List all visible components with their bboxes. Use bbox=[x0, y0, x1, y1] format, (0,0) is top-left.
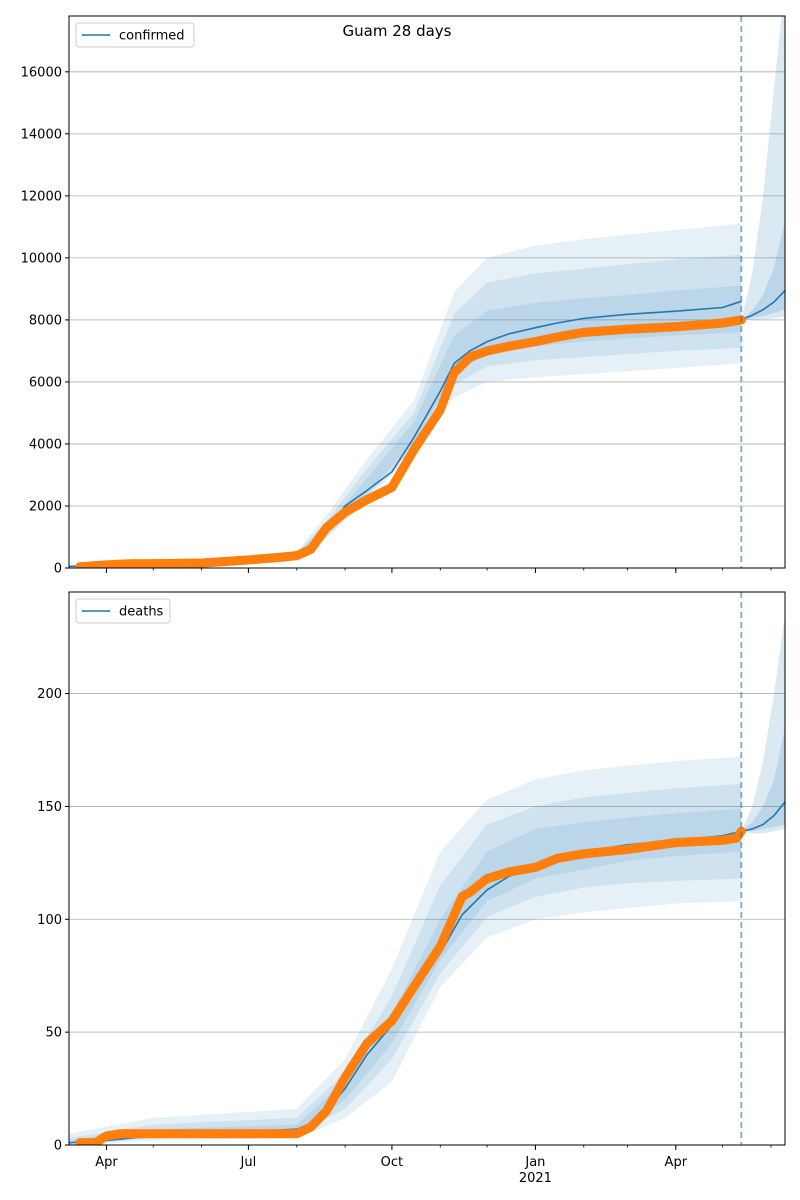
forecast-band bbox=[741, 220, 785, 320]
y-tick-label: 10000 bbox=[21, 251, 62, 266]
legend-label: confirmed bbox=[119, 29, 185, 44]
uncertainty-band bbox=[69, 285, 742, 567]
x-tick-label: Oct bbox=[381, 1155, 403, 1170]
uncertainty-band bbox=[69, 223, 742, 567]
y-tick-label: 8000 bbox=[29, 313, 62, 328]
forecast-median-line bbox=[741, 289, 785, 321]
x-tick-label: Jul bbox=[240, 1155, 257, 1170]
observed-series bbox=[75, 315, 746, 568]
x-tick-label: Jan bbox=[524, 1155, 545, 1170]
legend-box bbox=[75, 598, 171, 624]
x-tick-label: Apr bbox=[665, 1155, 688, 1170]
figure-title: Guam 28 days bbox=[343, 22, 452, 40]
legend: deaths bbox=[75, 598, 171, 624]
plot-area bbox=[69, 592, 785, 1145]
observed-point bbox=[736, 826, 746, 836]
deaths-panel: 0 50 100 150 200 Apr Jul Oct Jan Apr 2021 deaths bbox=[37, 591, 786, 1186]
legend: confirmed bbox=[75, 22, 195, 48]
legend-label: deaths bbox=[119, 605, 164, 620]
x-year-label: 2021 bbox=[519, 1171, 552, 1186]
legend-box bbox=[75, 22, 195, 48]
y-tick-label: 150 bbox=[37, 800, 62, 815]
forecast-band bbox=[741, 727, 785, 832]
y-tick-label: 0 bbox=[54, 562, 62, 577]
y-tick-label: 12000 bbox=[21, 189, 62, 204]
confirmed-panel: 0 2000 4000 6000 8000 10000 12000 14000 16000 con… bbox=[21, 15, 786, 577]
y-tick-label: 50 bbox=[45, 1026, 62, 1041]
observed-series bbox=[75, 826, 746, 1145]
axes-frame bbox=[68, 15, 786, 569]
y-tick-label: 16000 bbox=[21, 65, 62, 80]
y-tick-label: 14000 bbox=[21, 127, 62, 142]
y-tick-label: 100 bbox=[37, 913, 62, 928]
axes-frame bbox=[68, 591, 786, 1146]
y-tick-label: 0 bbox=[54, 1139, 62, 1154]
plot-area bbox=[69, 16, 785, 568]
x-tick-label: Apr bbox=[95, 1155, 118, 1170]
forecast-band bbox=[741, 614, 785, 834]
y-tick-label: 6000 bbox=[29, 375, 62, 390]
y-tick-label: 200 bbox=[37, 687, 62, 702]
forecast-median-line bbox=[741, 801, 785, 833]
forecast-band bbox=[741, 16, 785, 320]
y-tick-label: 4000 bbox=[29, 437, 62, 452]
y-tick-label: 2000 bbox=[29, 499, 62, 514]
uncertainty-band bbox=[69, 783, 742, 1145]
